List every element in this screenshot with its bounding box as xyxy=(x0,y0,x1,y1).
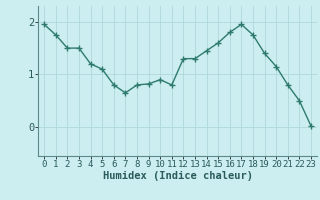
X-axis label: Humidex (Indice chaleur): Humidex (Indice chaleur) xyxy=(103,171,252,181)
